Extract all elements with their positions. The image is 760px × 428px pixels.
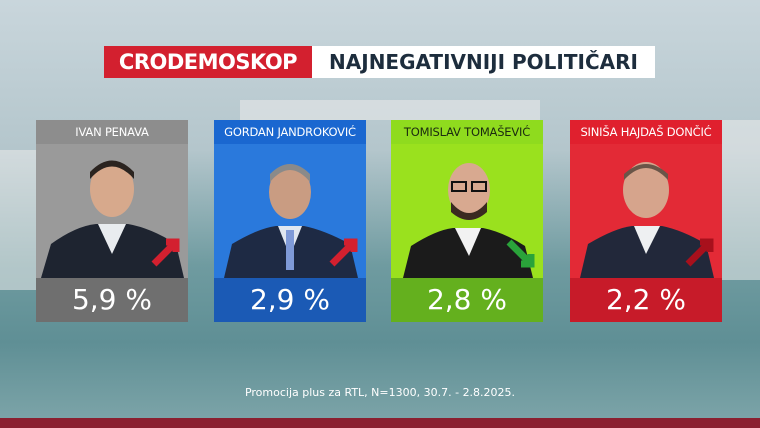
title: NAJNEGATIVNIJI POLITIČARI <box>312 46 655 78</box>
bottom-bar <box>0 418 760 428</box>
photo <box>36 144 188 278</box>
photo <box>214 144 366 278</box>
brand: CRODEMOSKOP <box>104 46 312 78</box>
card-value: 2,2 % <box>570 278 722 322</box>
card: SINIŠA HAJDAŠ DONČIĆ 2,2 % <box>570 120 722 322</box>
card: IVAN PENAVA 5,9 % <box>36 120 188 322</box>
card: GORDAN JANDROKOVIĆ 2,9 % <box>214 120 366 322</box>
card-value: 2,9 % <box>214 278 366 322</box>
card-value: 5,9 % <box>36 278 188 322</box>
footer: Promocija plus za RTL, N=1300, 30.7. - 2… <box>244 386 516 399</box>
card-value: 2,8 % <box>391 278 543 322</box>
card-name: SINIŠA HAJDAŠ DONČIĆ <box>570 120 722 144</box>
card-name: IVAN PENAVA <box>36 120 188 144</box>
card: TOMISLAV TOMAŠEVIĆ 2,8 % <box>391 120 543 322</box>
background-building <box>240 100 540 120</box>
card-name: GORDAN JANDROKOVIĆ <box>214 120 366 144</box>
photo <box>570 144 722 278</box>
card-name: TOMISLAV TOMAŠEVIĆ <box>391 120 543 144</box>
photo <box>391 144 543 278</box>
